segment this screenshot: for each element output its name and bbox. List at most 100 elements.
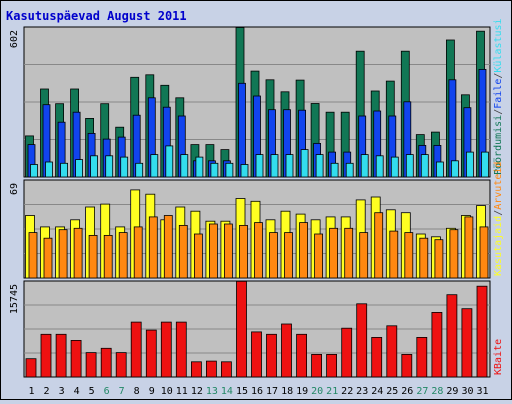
bar-kbaite (386, 325, 398, 378)
bar-arvuteid (208, 223, 218, 279)
x-tick-label: 1 (28, 386, 34, 397)
y-max-label: 602 (9, 30, 20, 48)
bar-kbaite (40, 333, 52, 378)
bar-kbaite (251, 331, 262, 378)
bar-arvuteid (88, 234, 98, 279)
bar-kbaite (85, 352, 97, 378)
bar-kbaite (401, 353, 413, 378)
bar-arvuteid (479, 226, 489, 279)
x-tick-label: 13 (206, 386, 218, 397)
bar-külastusi (270, 154, 279, 178)
bar-kbaite (266, 333, 277, 378)
x-tick-label: 4 (74, 386, 80, 397)
x-tick-label: 7 (119, 386, 125, 397)
bar-külastusi (60, 162, 68, 178)
legend-entry: Arvuteid (493, 162, 504, 210)
bar-kbaite (341, 327, 353, 378)
bar-arvuteid (284, 232, 293, 279)
bar-kbaite (431, 311, 443, 378)
bar-külastusi (45, 161, 53, 178)
bar-kbaite (326, 353, 338, 378)
bar-kbaite (25, 358, 37, 378)
legend-entry: Külastusi (493, 18, 504, 72)
bar-külastusi (435, 161, 444, 178)
bar-arvuteid (148, 216, 158, 279)
bar-kbaite (70, 339, 82, 378)
x-tick-label: 3 (59, 386, 65, 397)
bar-külastusi (345, 162, 354, 178)
chart-title: Kasutuspäevad August 2011 (6, 9, 187, 23)
bar-arvuteid (103, 234, 113, 279)
bar-arvuteid (329, 227, 339, 279)
bar-kbaite (281, 323, 292, 378)
legend-entry: Kasutajaid (493, 216, 504, 276)
bar-külastusi (150, 154, 159, 178)
legend-2: Kasutajaid/Arvuteid (493, 162, 504, 276)
bar-arvuteid (239, 224, 248, 279)
x-tick-label: 26 (401, 386, 413, 397)
bar-kbaite (236, 280, 247, 378)
bar-kbaite (100, 347, 112, 378)
x-tick-label: 6 (104, 386, 110, 397)
x-tick-label: 23 (356, 386, 368, 397)
bar-kbaite (190, 361, 202, 378)
bar-külastusi (30, 164, 38, 178)
bar-kbaite (160, 321, 172, 378)
bar-kbaite (55, 333, 67, 378)
x-tick-label: 11 (176, 386, 188, 397)
x-tick-label: 5 (89, 386, 95, 397)
bar-kbaite (175, 321, 187, 378)
bar-arvuteid (359, 232, 369, 279)
legend-3: KBaite (493, 339, 504, 375)
bar-külastusi (105, 155, 114, 178)
bar-arvuteid (374, 212, 384, 279)
legend-1: Pöördumisi/Faile/Külastusi (493, 18, 504, 175)
legend-entry: / (493, 73, 504, 79)
bar-arvuteid (404, 232, 414, 279)
legend-entry: Faile (493, 79, 504, 109)
bar-arvuteid (389, 230, 399, 279)
bar-arvuteid (73, 227, 83, 279)
bar-külastusi (210, 162, 219, 178)
y-max-label: 15745 (9, 284, 20, 314)
bar-külastusi (285, 154, 294, 178)
x-tick-label: 22 (341, 386, 353, 397)
x-tick-label: 27 (416, 386, 428, 397)
bar-külastusi (90, 155, 98, 178)
bar-faile (238, 82, 246, 178)
bar-arvuteid (58, 229, 68, 279)
bar-külastusi (180, 154, 189, 178)
bar-külastusi (255, 154, 264, 178)
bar-kbaite (476, 285, 488, 378)
bar-külastusi (390, 156, 399, 178)
bar-arvuteid (193, 233, 203, 279)
bar-kbaite (416, 336, 428, 378)
bar-arvuteid (254, 222, 263, 279)
bar-külastusi (300, 149, 309, 178)
x-tick-label: 21 (326, 386, 338, 397)
bar-külastusi (135, 162, 144, 178)
bar-arvuteid (118, 232, 128, 279)
bar-külastusi (120, 156, 129, 178)
bar-arvuteid (434, 239, 444, 279)
bar-külastusi (420, 154, 429, 178)
bar-kbaite (205, 360, 217, 378)
bar-kbaite (311, 353, 323, 378)
x-tick-label: 10 (161, 386, 173, 397)
bar-kbaite (356, 303, 368, 378)
bar-külastusi (225, 162, 234, 178)
bar-kbaite (446, 294, 458, 378)
bar-kbaite (371, 336, 383, 378)
x-tick-label: 18 (281, 386, 293, 397)
bar-külastusi (315, 154, 324, 178)
bar-arvuteid (133, 226, 143, 279)
bar-arvuteid (163, 215, 173, 279)
x-tick-label: 28 (431, 386, 443, 397)
legend-entry: Pöördumisi (493, 115, 504, 175)
x-tick-label: 31 (476, 386, 488, 397)
legend-entry: / (493, 109, 504, 115)
x-tick-label: 14 (221, 386, 233, 397)
bar-arvuteid (314, 233, 324, 279)
x-tick-label: 29 (446, 386, 458, 397)
x-tick-label: 8 (134, 386, 140, 397)
